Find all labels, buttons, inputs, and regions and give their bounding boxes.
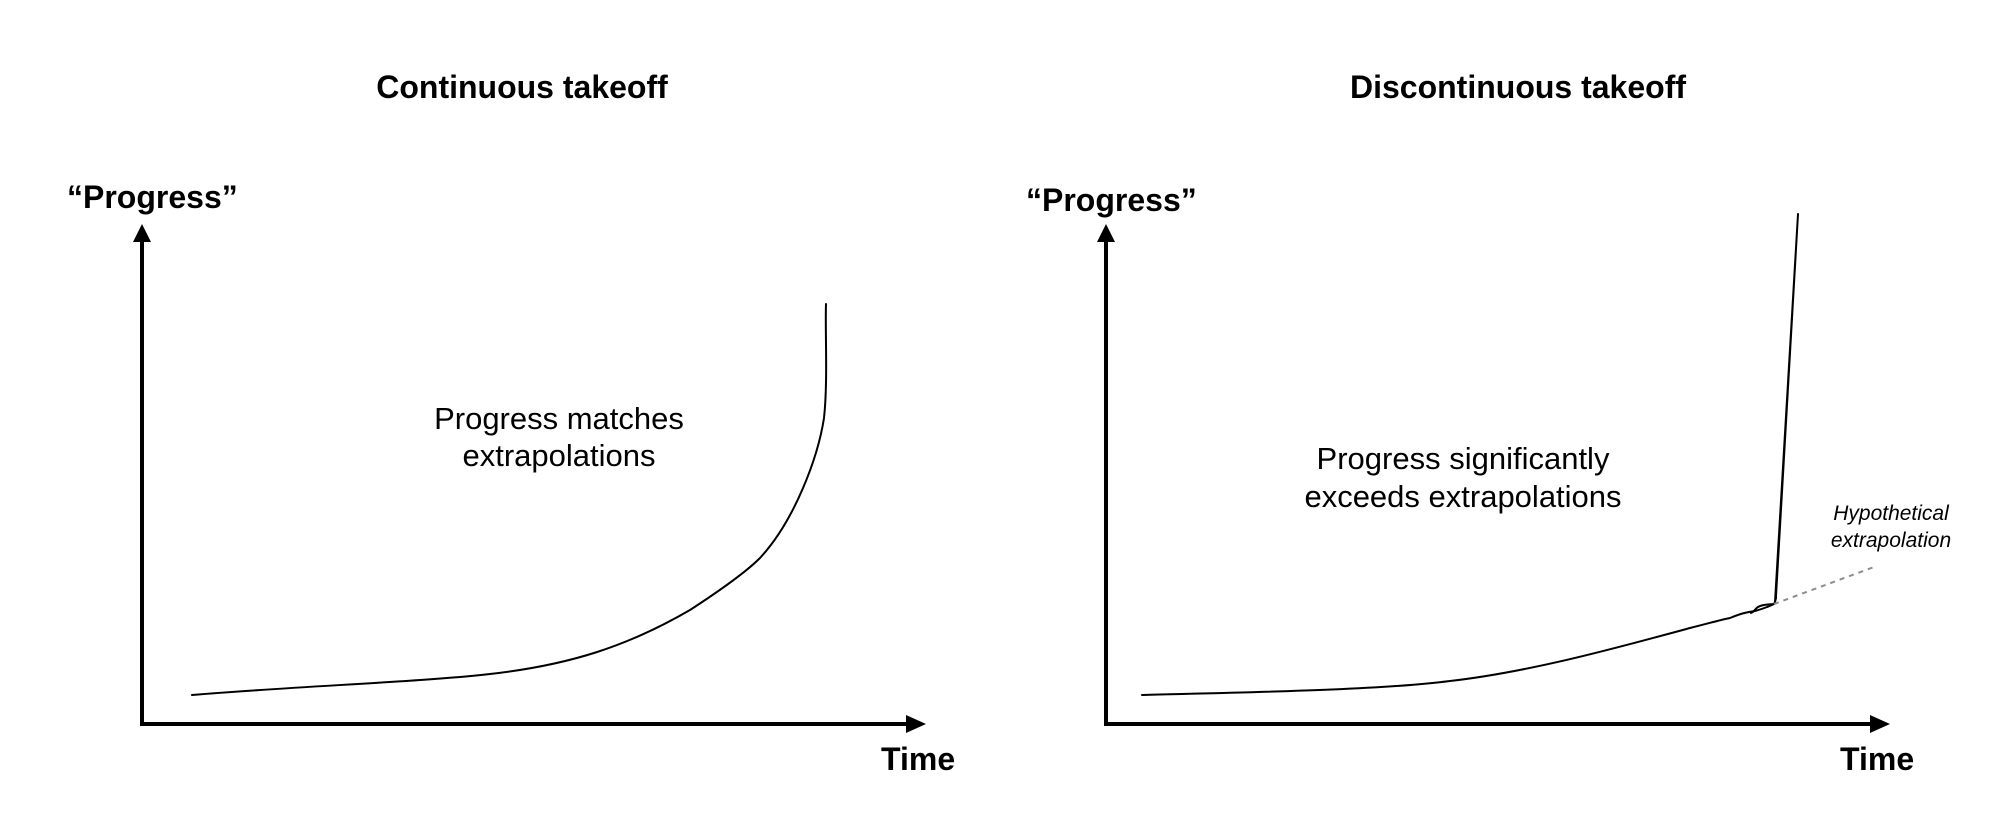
discontinuous-x-axis-label: Time xyxy=(1840,741,1914,777)
hypothetical-extrapolation-label-line-1: Hypothetical xyxy=(1833,502,1950,525)
hypothetical-extrapolation-line xyxy=(1773,566,1875,605)
discontinuous-panel-title: Discontinuous takeoff xyxy=(1350,69,1686,105)
continuous-x-axis-arrow xyxy=(906,715,926,733)
continuous-annotation-line-1: Progress matches xyxy=(434,401,684,436)
discontinuous-y-axis-arrow xyxy=(1097,224,1115,242)
continuous-x-axis-label: Time xyxy=(881,741,955,777)
hypothetical-extrapolation-label-line-2: extrapolation xyxy=(1831,529,1951,552)
continuous-takeoff-panel: Continuous takeoff “Progress” Time Progr… xyxy=(67,69,955,777)
discontinuous-jump-line xyxy=(1750,213,1799,614)
continuous-y-axis-arrow xyxy=(133,224,151,242)
discontinuous-takeoff-panel: Discontinuous takeoff “Progress” Time Pr… xyxy=(1026,69,1951,777)
discontinuous-annotation-line-2: exceeds extrapolations xyxy=(1304,479,1621,514)
discontinuous-progress-curve xyxy=(1141,603,1775,696)
continuous-progress-curve xyxy=(191,303,828,696)
discontinuous-y-axis-label: “Progress” xyxy=(1026,182,1197,218)
continuous-y-axis-label: “Progress” xyxy=(67,179,238,215)
discontinuous-x-axis-arrow xyxy=(1870,715,1890,733)
continuous-panel-title: Continuous takeoff xyxy=(376,69,668,105)
continuous-annotation-line-2: extrapolations xyxy=(462,438,655,473)
discontinuous-annotation-line-1: Progress significantly xyxy=(1317,441,1610,476)
